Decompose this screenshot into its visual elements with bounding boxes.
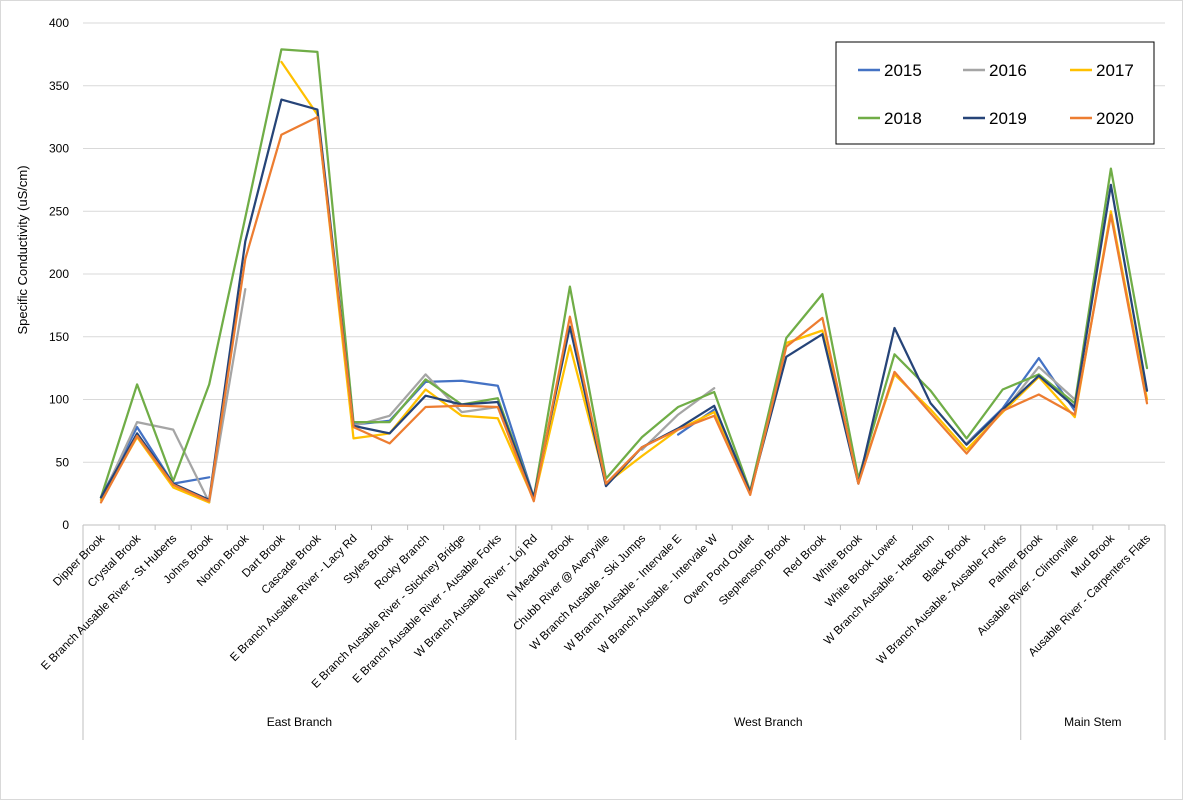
legend-label-2020: 2020 — [1096, 109, 1134, 128]
y-tick-label: 400 — [49, 16, 69, 30]
legend-label-2018: 2018 — [884, 109, 922, 128]
series-line-2020 — [99, 115, 1149, 504]
y-axis-title: Specific Conductivity (uS/cm) — [15, 165, 30, 334]
y-tick-label: 50 — [56, 455, 70, 469]
legend-box — [835, 41, 1155, 145]
legend: 2015 2016 2017 2018 2019 2020 — [835, 41, 1155, 145]
series-line-2018 — [99, 48, 1149, 499]
y-tick-label: 150 — [49, 330, 69, 344]
y-tick-label: 300 — [49, 142, 69, 156]
legend-label-2019: 2019 — [989, 109, 1027, 128]
group-label: West Branch — [734, 715, 802, 729]
y-tick-label: 100 — [49, 393, 69, 407]
series-lines — [99, 48, 1149, 504]
legend-label-2017: 2017 — [1096, 61, 1134, 80]
legend-label-2015: 2015 — [884, 61, 922, 80]
y-tick-label: 250 — [49, 204, 69, 218]
axes — [82, 524, 1166, 740]
group-label: East Branch — [267, 715, 332, 729]
y-tick-label: 200 — [49, 267, 69, 281]
y-tick-label: 350 — [49, 79, 69, 93]
legend-label-2016: 2016 — [989, 61, 1027, 80]
group-label: Main Stem — [1064, 715, 1121, 729]
series-line-2015 — [99, 356, 1076, 499]
y-tick-label: 0 — [62, 518, 69, 532]
